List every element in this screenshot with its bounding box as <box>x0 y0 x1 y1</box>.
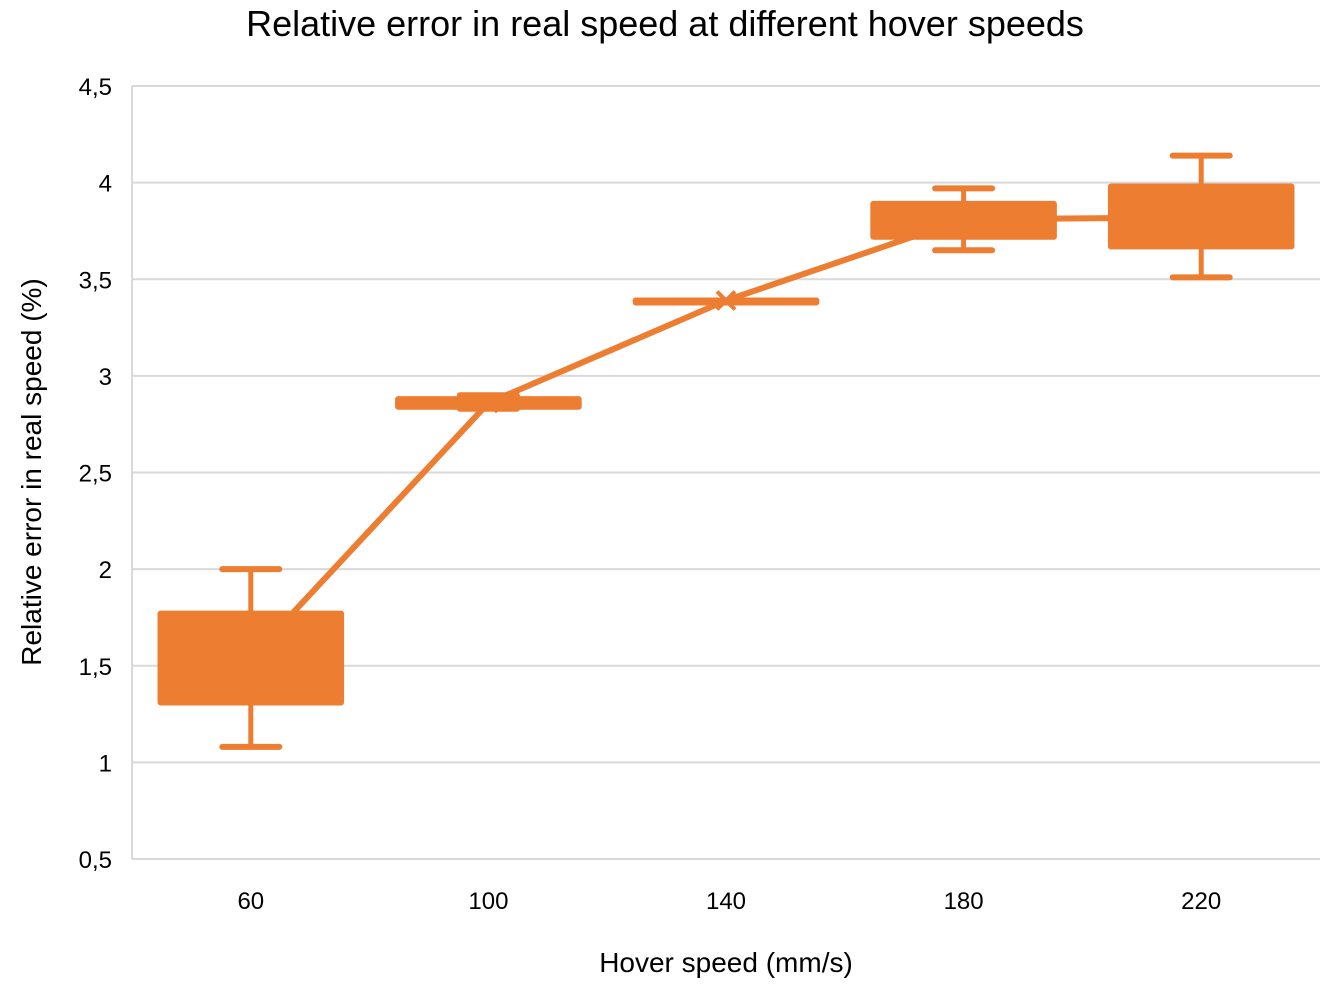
x-tick-label: 60 <box>237 888 264 915</box>
box-plot-60 <box>157 566 345 750</box>
x-tick-label: 220 <box>1181 888 1221 915</box>
mean-line <box>248 214 1202 661</box>
y-tick-label: 1,5 <box>79 654 112 681</box>
chart-title: Relative error in real speed at differen… <box>246 3 1084 44</box>
mean-marker <box>953 208 975 230</box>
x-axis-label: Hover speed (mm/s) <box>599 947 853 978</box>
mean-marker <box>477 392 499 414</box>
box-plot-220 <box>1107 152 1295 281</box>
mean-marker <box>1190 206 1212 228</box>
box-plot-100 <box>395 392 582 414</box>
y-axis-label: Relative error in real speed (%) <box>16 278 47 666</box>
x-tick-labels: 60 100 140 180 220 <box>237 888 1221 915</box>
box-plot-180 <box>870 185 1057 254</box>
y-tick-label: 4 <box>99 171 112 198</box>
mean-line-layer <box>248 214 1202 661</box>
y-tick-label: 2,5 <box>79 461 112 488</box>
y-tick-label: 1 <box>99 750 112 777</box>
y-tick-label: 3,5 <box>79 267 112 294</box>
y-tick-label: 0,5 <box>79 847 112 874</box>
y-tick-label: 4,5 <box>79 74 112 101</box>
mean-marker <box>240 647 262 669</box>
y-tick-label: 2 <box>99 557 112 584</box>
box-plot-140 <box>632 290 820 311</box>
x-tick-label: 100 <box>468 888 508 915</box>
y-tick-label: 3 <box>99 364 112 391</box>
y-tick-labels: 0,5 1 1,5 2 2,5 3 3,5 4 4,5 <box>79 74 112 874</box>
box-layer <box>157 152 1295 750</box>
mean-marker <box>715 290 737 311</box>
x-tick-label: 140 <box>706 888 746 915</box>
x-tick-label: 180 <box>944 888 984 915</box>
